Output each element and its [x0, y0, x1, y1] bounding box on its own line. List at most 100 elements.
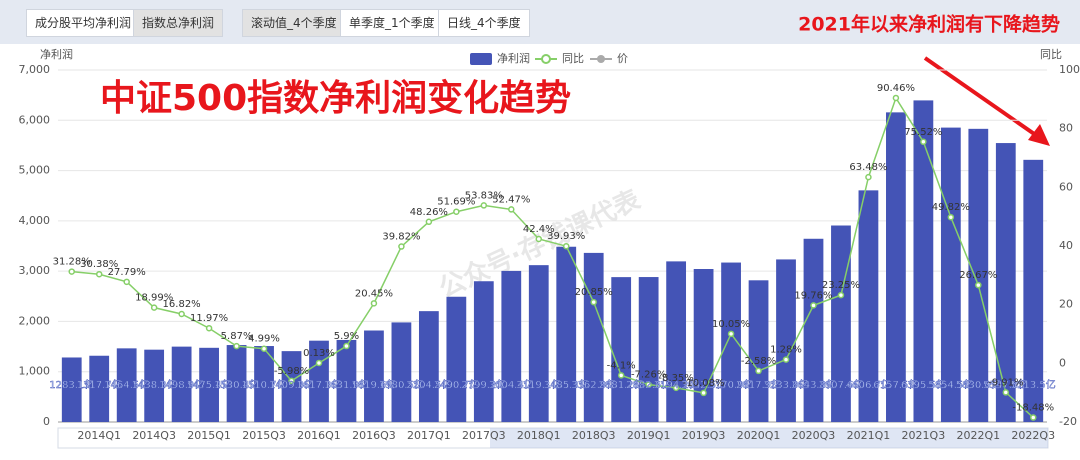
bar-label: 3119.1亿	[516, 378, 561, 391]
bar	[473, 281, 494, 422]
line-point	[562, 242, 570, 250]
bar	[556, 246, 577, 422]
bar	[968, 128, 989, 422]
bar-label: 3004.4亿	[489, 378, 534, 391]
line-label: 0.13%	[303, 348, 335, 359]
x-tick-label: 2015Q1	[187, 429, 231, 442]
bar	[89, 355, 110, 422]
bar-label: 2204.5亿	[406, 378, 451, 391]
y-tick-label: 1,000	[19, 365, 51, 378]
y2-tick-label: 20	[1059, 298, 1073, 311]
bar	[940, 127, 961, 422]
bar	[61, 357, 82, 422]
bar	[611, 277, 632, 422]
x-tick-label: 2018Q1	[517, 429, 561, 442]
y2-tick-label: 100	[1059, 63, 1080, 76]
bar	[144, 349, 165, 422]
line-label: -10.08%	[683, 378, 725, 389]
bar	[226, 345, 247, 422]
line-label: 27.79%	[108, 267, 146, 278]
line-label: 42.4%	[523, 224, 555, 235]
line-point	[315, 359, 323, 367]
x-tick-label: 2020Q1	[737, 429, 781, 442]
bar	[116, 348, 137, 422]
bar-label: 5854.5亿	[928, 378, 973, 391]
line-point	[370, 300, 378, 307]
annotation: 2021年以来净利润有下降趋势	[798, 13, 1060, 36]
bar	[583, 252, 604, 422]
line-label: -5.98%	[274, 366, 309, 377]
tab[interactable]: 滚动值_4个季度	[242, 9, 346, 37]
tab[interactable]: 指数总净利润	[133, 9, 224, 37]
bar	[913, 100, 934, 423]
line-label: 75.52%	[904, 127, 942, 138]
line-point	[150, 304, 158, 311]
line-label: 23.25%	[822, 280, 860, 291]
bar	[721, 262, 741, 422]
line-point	[920, 138, 927, 146]
legend-swatch	[597, 55, 605, 63]
y-tick-label: 5,000	[19, 164, 51, 177]
bar-label: 3907.6亿	[818, 378, 863, 391]
bar-label: 3233.0亿	[764, 378, 809, 391]
line-label: 19.76%	[794, 290, 832, 301]
y-tick-label: 3,000	[19, 264, 51, 277]
line-label: 4.99%	[248, 334, 280, 345]
x-tick-label: 2019Q3	[682, 429, 726, 442]
x-tick-label: 2021Q1	[847, 429, 891, 442]
bar-label: 2817.9亿	[736, 378, 781, 391]
bar-label: 3485.3亿	[544, 378, 589, 391]
line-point	[288, 377, 295, 385]
x-tick-label: 2018Q3	[572, 429, 616, 442]
line-label: 10.05%	[712, 319, 750, 330]
arrow-head	[1028, 124, 1050, 146]
bar	[364, 330, 384, 422]
line-point	[727, 330, 735, 338]
bar-label: 5213.5亿	[1011, 378, 1056, 391]
line-point	[700, 389, 707, 397]
y-tick-label: 7,000	[19, 63, 51, 76]
bar-label: 2882.6亿	[626, 378, 671, 391]
line-point	[398, 243, 405, 250]
line-label: 30.38%	[80, 259, 118, 270]
zoom-slider[interactable]	[57, 427, 1049, 449]
tab[interactable]: 日线_4个季度	[438, 9, 530, 37]
bar-label: 2799.2亿	[461, 378, 506, 391]
line-point	[343, 342, 350, 350]
bar-label: 1464.5亿	[104, 378, 149, 391]
line-label: -4.1%	[607, 360, 636, 371]
line-label: 26.67%	[959, 270, 997, 281]
bar	[638, 277, 659, 422]
x-tick-label: 2015Q3	[242, 429, 286, 442]
zoom-window[interactable]	[490, 428, 1048, 448]
line-point	[755, 367, 762, 375]
line-label: 48.26%	[410, 207, 448, 218]
bar	[886, 112, 906, 422]
line-label: 20.85%	[575, 287, 613, 298]
bar	[171, 346, 192, 422]
bar	[995, 143, 1016, 423]
line-label: 39.82%	[382, 232, 420, 243]
line-label: 52.47%	[492, 194, 530, 205]
toolbar: 成分股平均净利润 指数总净利润 滚动值_4个季度 单季度_1个季度 日线_4个季…	[0, 0, 1080, 44]
bar-label: 1819.6亿	[351, 378, 396, 391]
bar	[501, 270, 522, 422]
y2-axis-label: 同比	[1040, 48, 1062, 61]
bar-label: 1409.3亿	[269, 378, 314, 391]
line	[71, 96, 1034, 419]
line-label: 18.99%	[135, 293, 173, 304]
bar-label: 1283.1亿	[49, 378, 94, 391]
line-label: 49.82%	[932, 202, 970, 213]
bar	[391, 322, 412, 422]
line-point	[535, 235, 543, 243]
bar-label: 1617.3亿	[296, 378, 341, 391]
bar	[336, 339, 357, 422]
y-tick-label: 0	[43, 415, 50, 428]
line-label: -18.48%	[1012, 403, 1054, 414]
tab[interactable]: 成分股平均净利润	[26, 9, 141, 37]
bar	[776, 259, 796, 422]
line-point	[865, 173, 872, 181]
line-point	[947, 213, 955, 221]
line-point	[178, 310, 185, 318]
